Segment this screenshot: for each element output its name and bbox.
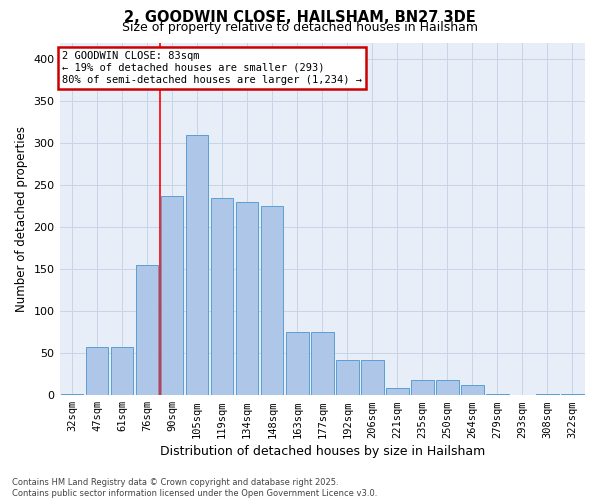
Bar: [461, 385, 484, 395]
Bar: [286, 332, 308, 395]
Text: 2 GOODWIN CLOSE: 83sqm
← 19% of detached houses are smaller (293)
80% of semi-de: 2 GOODWIN CLOSE: 83sqm ← 19% of detached…: [62, 52, 362, 84]
Bar: [536, 394, 559, 395]
Text: 2, GOODWIN CLOSE, HAILSHAM, BN27 3DE: 2, GOODWIN CLOSE, HAILSHAM, BN27 3DE: [124, 10, 476, 25]
Text: Size of property relative to detached houses in Hailsham: Size of property relative to detached ho…: [122, 21, 478, 34]
Bar: [311, 332, 334, 395]
Bar: [361, 360, 383, 395]
Bar: [136, 265, 158, 395]
Bar: [411, 380, 434, 395]
Bar: [161, 196, 184, 395]
Y-axis label: Number of detached properties: Number of detached properties: [15, 126, 28, 312]
Bar: [236, 202, 259, 395]
Bar: [86, 348, 109, 395]
X-axis label: Distribution of detached houses by size in Hailsham: Distribution of detached houses by size …: [160, 444, 485, 458]
Bar: [211, 198, 233, 395]
Bar: [436, 380, 458, 395]
Bar: [111, 348, 133, 395]
Bar: [386, 388, 409, 395]
Bar: [261, 206, 283, 395]
Bar: [186, 135, 208, 395]
Bar: [486, 394, 509, 395]
Bar: [561, 394, 584, 395]
Bar: [61, 394, 83, 395]
Text: Contains HM Land Registry data © Crown copyright and database right 2025.
Contai: Contains HM Land Registry data © Crown c…: [12, 478, 377, 498]
Bar: [336, 360, 359, 395]
